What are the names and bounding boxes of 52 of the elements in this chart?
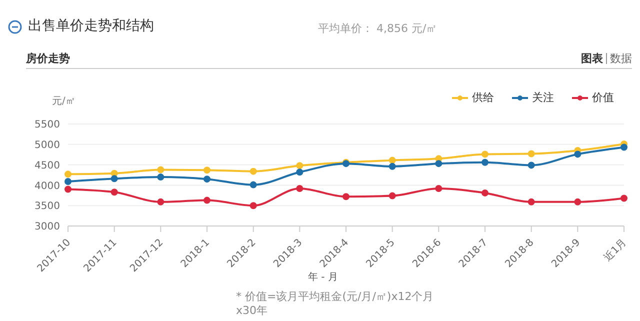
point <box>620 144 628 151</box>
point <box>482 158 488 166</box>
y-tick-label: 5500 <box>34 120 60 131</box>
point <box>620 194 628 202</box>
y-tick-label: 3500 <box>34 201 60 212</box>
x-axis-title: 年 - 月 <box>308 271 338 284</box>
chart-title: 出售单价走势和结构 <box>28 17 154 35</box>
point <box>435 160 442 168</box>
y-tick-label: 3000 <box>34 222 60 233</box>
point <box>574 198 582 206</box>
point <box>64 178 72 186</box>
y-tick-label: 5000 <box>34 140 60 151</box>
point <box>204 196 210 204</box>
point <box>435 184 442 192</box>
point <box>157 166 164 174</box>
text: 图表 <box>581 52 603 65</box>
chart-subtitle: 平均单价： 4,856 元/㎡ <box>318 21 438 36</box>
text: 房价走势 <box>26 51 70 66</box>
text: * 价值=该月平均租金(元/月/㎡)x12个月x30年 <box>236 290 435 318</box>
point <box>342 193 350 200</box>
point <box>110 170 118 177</box>
point <box>110 188 118 196</box>
legend-label: 供给 <box>471 90 494 105</box>
point <box>204 176 210 183</box>
point <box>388 192 396 200</box>
point <box>157 198 164 206</box>
point <box>296 162 304 170</box>
point <box>110 175 118 182</box>
y-tick-label: 4500 <box>34 160 60 172</box>
legend-label: 关注 <box>531 90 554 105</box>
text: 数据 <box>610 52 632 65</box>
point <box>528 162 535 169</box>
point <box>250 181 257 188</box>
point <box>574 150 582 158</box>
point <box>388 162 396 170</box>
point <box>64 170 72 178</box>
point <box>250 168 257 175</box>
point <box>482 189 488 196</box>
point <box>157 174 164 181</box>
x-tick-label: 近1月 <box>602 236 629 264</box>
point <box>482 150 488 158</box>
y-tick-label: 4000 <box>34 180 60 192</box>
point <box>296 168 304 176</box>
point <box>388 156 396 164</box>
point <box>296 184 304 192</box>
point <box>528 198 535 206</box>
point <box>250 202 257 210</box>
point <box>204 166 210 174</box>
point <box>64 186 72 193</box>
point <box>528 150 535 158</box>
legend-label: 价值 <box>591 90 614 105</box>
y-axis-title: 元/㎡ <box>52 95 76 108</box>
